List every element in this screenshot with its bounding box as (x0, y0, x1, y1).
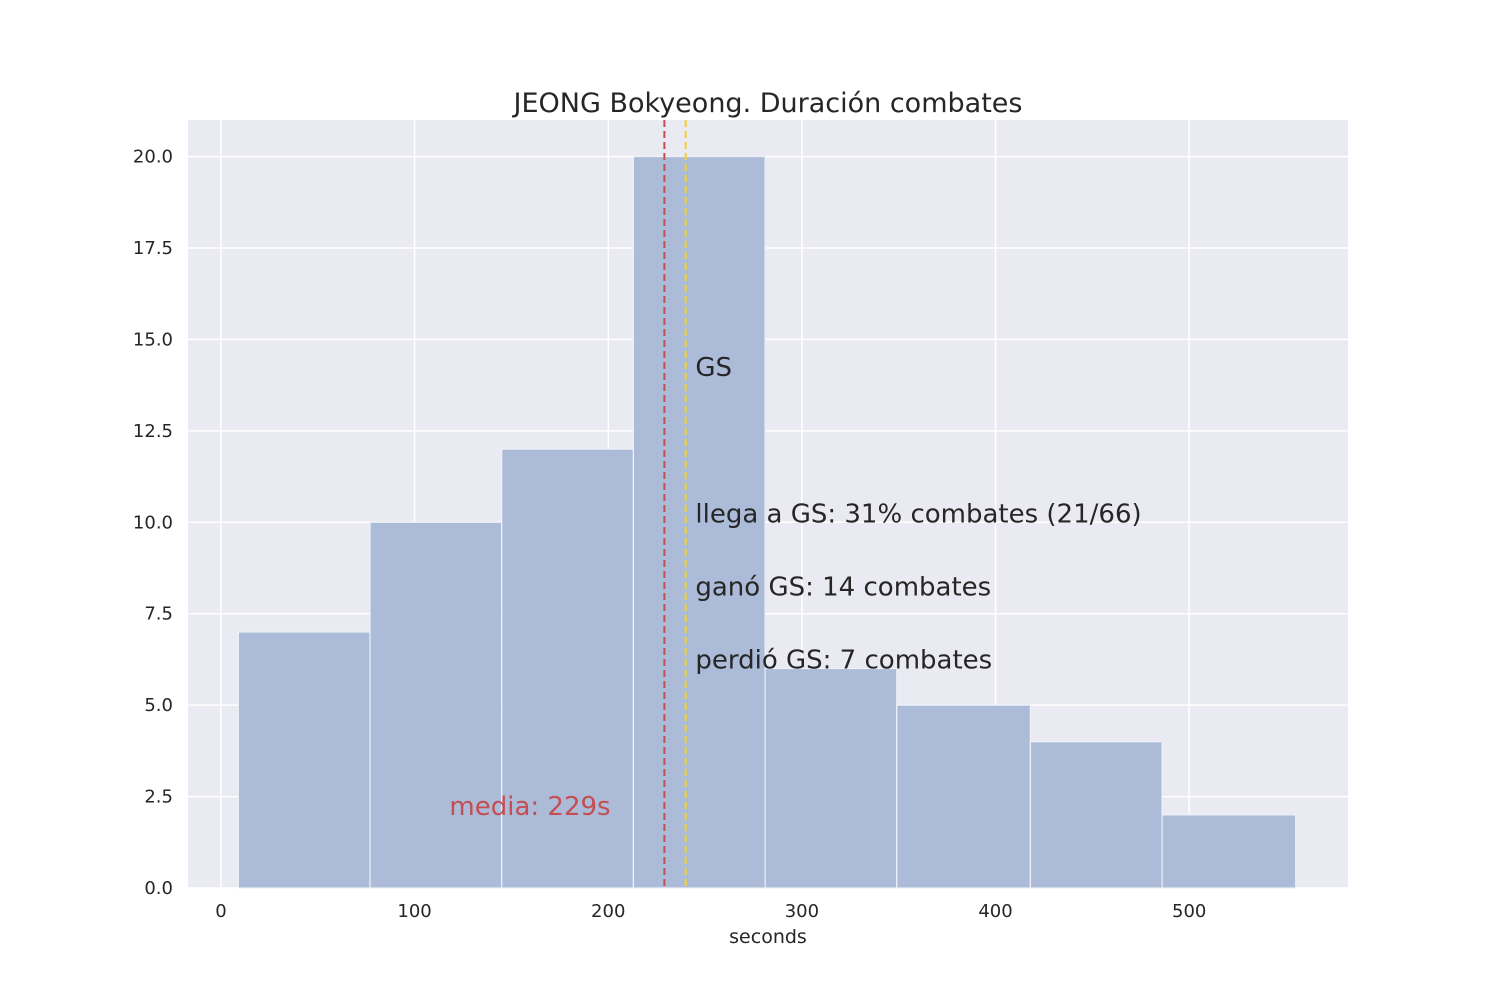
x-tick-label: 100 (397, 901, 431, 922)
reference-lines (663, 120, 687, 888)
tick-labels: 0 100 200 300 400 500 0.0 2.5 5.0 7.5 10.0 12.5 15.0… (133, 147, 1206, 922)
y-tick-label: 5.0 (144, 695, 173, 716)
histogram-bar (1161, 814, 1297, 889)
y-tick-label: 7.5 (144, 604, 173, 625)
y-tick-label: 17.5 (133, 238, 173, 259)
histogram-bar (1029, 741, 1163, 889)
y-tick-label: 12.5 (133, 421, 173, 442)
histogram-bar (896, 704, 1032, 889)
annotation-text: ganó GS: 14 combates (695, 572, 991, 602)
histogram-bar (501, 448, 635, 889)
y-tick-label: 0.0 (144, 878, 173, 899)
x-tick-label: 200 (591, 901, 625, 922)
x-axis-label: seconds (729, 926, 807, 948)
x-tick-label: 0 (215, 901, 226, 922)
x-tick-label: 400 (978, 901, 1012, 922)
histogram-bar (632, 155, 766, 889)
y-tick-label: 15.0 (133, 329, 173, 350)
annotation-text: GS (695, 353, 732, 383)
annotation-text: media: 229s (449, 792, 610, 822)
y-tick-label: 10.0 (133, 512, 173, 533)
annotation-text: perdió GS: 7 combates (695, 646, 992, 676)
histogram-bar (237, 631, 371, 889)
histogram-bar (369, 521, 503, 889)
x-tick-label: 500 (1172, 901, 1206, 922)
histogram-bar (764, 667, 898, 889)
annotations: media: 229s GS llega a GS: 31% combates (2… (449, 353, 1141, 822)
y-tick-label: 20.0 (133, 147, 173, 168)
histogram-bars (237, 155, 1297, 889)
annotation-text: llega a GS: 31% combates (21/66) (695, 499, 1141, 529)
chart-title: JEONG Bokyeong. Duración combates (512, 88, 1023, 119)
y-tick-label: 2.5 (144, 787, 173, 808)
x-tick-label: 300 (785, 901, 819, 922)
